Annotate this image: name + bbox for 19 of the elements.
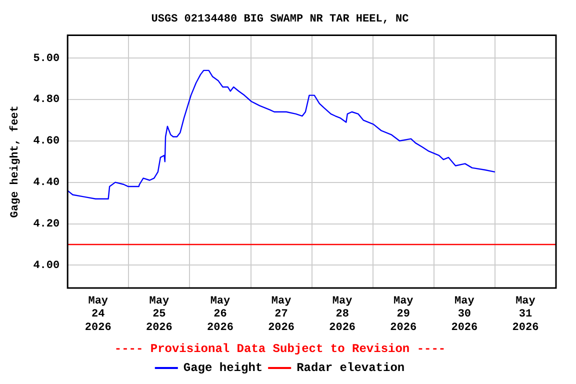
text: ---- Provisional Data Subject to Revision ---- bbox=[114, 342, 446, 356]
x-tick-label: May 24 2026 bbox=[84, 295, 112, 334]
y-tick-label: 4.40 bbox=[33, 177, 60, 190]
y-tick-label: 4.00 bbox=[33, 260, 60, 272]
x-tick-label: May 28 2026 bbox=[329, 295, 356, 334]
x-tick-label: May 29 2026 bbox=[390, 295, 417, 334]
y-axis-title: Gage height, feet bbox=[8, 105, 22, 218]
legend-label: Gage height bbox=[183, 361, 263, 376]
chart-title: USGS 02134480 BIG SWAMP NR TAR HEEL, NC bbox=[151, 13, 410, 26]
legend-label: Radar elevation bbox=[296, 361, 405, 376]
y-tick-label: 4.60 bbox=[33, 136, 60, 148]
y-tick-label: 5.00 bbox=[33, 52, 60, 65]
x-tick-label: May 26 2026 bbox=[207, 295, 234, 334]
x-tick-label: May 30 2026 bbox=[451, 295, 478, 334]
x-tick-label: May 25 2026 bbox=[146, 295, 172, 334]
x-tick-label: May 27 2026 bbox=[268, 295, 294, 334]
y-tick-label: 4.80 bbox=[33, 94, 60, 106]
x-tick-label: May 31 2026 bbox=[512, 295, 539, 334]
y-tick-label: 4.20 bbox=[33, 218, 60, 231]
